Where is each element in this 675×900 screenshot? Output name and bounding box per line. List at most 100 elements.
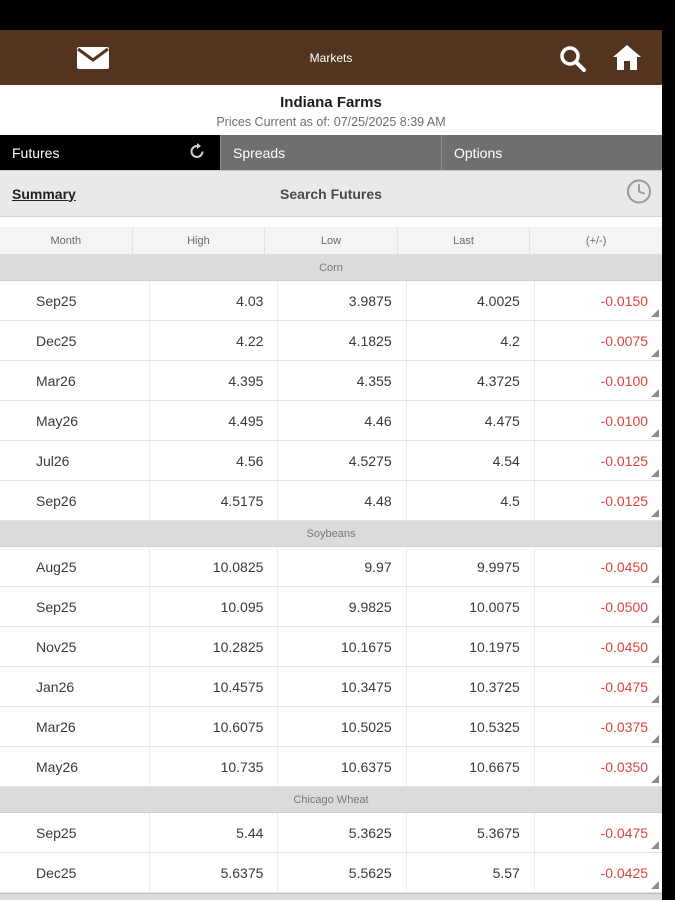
table-row[interactable]: Sep25 5.44 5.3625 5.3675 -0.0475 (0, 813, 662, 853)
tab-spreads[interactable]: Spreads (221, 135, 442, 170)
cell-change[interactable]: -0.0475 (535, 813, 662, 852)
app-header: Markets (0, 30, 662, 85)
cell-change[interactable]: -0.0425 (535, 853, 662, 892)
refresh-icon[interactable] (188, 142, 206, 163)
expand-corner-icon (651, 429, 660, 437)
cell-last: 10.5325 (407, 707, 535, 746)
cell-low: 4.48 (278, 481, 407, 520)
cell-last: 4.0025 (407, 281, 535, 320)
cell-high: 4.495 (150, 401, 279, 440)
expand-corner-icon (651, 389, 660, 397)
cell-month: Mar26 (0, 707, 151, 746)
cell-last: 4.5 (407, 481, 535, 520)
table-row[interactable]: Dec25 4.22 4.1825 4.2 -0.0075 (0, 321, 662, 361)
cell-change[interactable]: -0.0125 (535, 441, 662, 480)
cell-last: 4.54 (407, 441, 535, 480)
table-row[interactable]: Jul26 4.56 4.5275 4.54 -0.0125 (0, 441, 662, 481)
home-icon[interactable] (612, 44, 642, 71)
cell-low: 4.1825 (278, 321, 407, 360)
tab-spreads-label: Spreads (233, 144, 286, 161)
tab-futures[interactable]: Futures (0, 135, 221, 170)
cell-last: 4.2 (407, 321, 535, 360)
cell-low: 4.355 (278, 361, 407, 400)
cell-change[interactable]: -0.0150 (535, 281, 662, 320)
cell-last: 4.3725 (407, 361, 535, 400)
cell-change[interactable]: -0.0375 (535, 707, 662, 746)
table-row[interactable]: Dec25 5.6375 5.5625 5.57 -0.0425 (0, 853, 662, 893)
expand-corner-icon (651, 695, 660, 703)
page-title: Markets (309, 50, 353, 65)
table-row[interactable]: Sep25 10.095 9.9825 10.0075 -0.0500 (0, 587, 662, 627)
spacer (0, 217, 662, 227)
cell-month: Jan26 (0, 667, 151, 706)
expand-corner-icon (651, 309, 660, 317)
mail-icon[interactable] (76, 46, 110, 70)
cell-change[interactable]: -0.0350 (535, 747, 662, 786)
cell-change[interactable]: -0.0125 (535, 481, 662, 520)
cell-high: 10.6075 (150, 707, 279, 746)
clock-icon[interactable] (626, 178, 652, 209)
table-column-header: Month High Low Last (+/-) (0, 227, 662, 255)
cell-last: 10.6675 (407, 747, 535, 786)
cell-last: 4.475 (407, 401, 535, 440)
next-section-partial (0, 893, 662, 900)
cell-change[interactable]: -0.0450 (535, 547, 662, 586)
cell-month: Sep25 (0, 281, 151, 320)
cell-last: 10.1975 (407, 627, 535, 666)
cell-low: 5.5625 (278, 853, 407, 892)
col-high: High (133, 227, 266, 254)
cell-change[interactable]: -0.0475 (535, 667, 662, 706)
cell-high: 10.4575 (150, 667, 279, 706)
cell-low: 3.9875 (278, 281, 407, 320)
tab-futures-label: Futures (12, 144, 60, 161)
cell-low: 10.5025 (278, 707, 407, 746)
cell-last: 5.3675 (407, 813, 535, 852)
cell-month: Jul26 (0, 441, 151, 480)
expand-corner-icon (651, 469, 660, 477)
table-row[interactable]: Mar26 10.6075 10.5025 10.5325 -0.0375 (0, 707, 662, 747)
table-row[interactable]: May26 10.735 10.6375 10.6675 -0.0350 (0, 747, 662, 787)
table-row[interactable]: Sep25 4.03 3.9875 4.0025 -0.0150 (0, 281, 662, 321)
status-bar (0, 0, 675, 30)
cell-low: 9.97 (278, 547, 407, 586)
cell-high: 4.5175 (150, 481, 279, 520)
summary-link[interactable]: Summary (12, 185, 76, 202)
cell-change[interactable]: -0.0100 (535, 401, 662, 440)
cell-change[interactable]: -0.0500 (535, 587, 662, 626)
table-row[interactable]: Sep26 4.5175 4.48 4.5 -0.0125 (0, 481, 662, 521)
table-row[interactable]: Jan26 10.4575 10.3475 10.3725 -0.0475 (0, 667, 662, 707)
cell-high: 5.44 (150, 813, 279, 852)
cell-month: Sep25 (0, 587, 151, 626)
table-row[interactable]: Aug25 10.0825 9.97 9.9975 -0.0450 (0, 547, 662, 587)
cell-month: Dec25 (0, 853, 151, 892)
cell-high: 10.095 (150, 587, 279, 626)
cell-last: 5.57 (407, 853, 535, 892)
table-row[interactable]: Mar26 4.395 4.355 4.3725 -0.0100 (0, 361, 662, 401)
cell-low: 5.3625 (278, 813, 407, 852)
tab-bar: Futures Spreads Options (0, 135, 662, 171)
section-header-chicago-wheat: Chicago Wheat (0, 787, 662, 813)
search-futures-label: Search Futures (280, 185, 382, 202)
cell-month: May26 (0, 401, 151, 440)
cell-change[interactable]: -0.0075 (535, 321, 662, 360)
expand-corner-icon (651, 881, 660, 889)
cell-month: Nov25 (0, 627, 151, 666)
expand-corner-icon (651, 841, 660, 849)
cell-month: May26 (0, 747, 151, 786)
search-icon[interactable] (558, 44, 586, 72)
cell-change[interactable]: -0.0450 (535, 627, 662, 666)
cell-month: Aug25 (0, 547, 151, 586)
cell-last: 9.9975 (407, 547, 535, 586)
tab-options[interactable]: Options (442, 135, 662, 170)
cell-high: 10.735 (150, 747, 279, 786)
table-row[interactable]: May26 4.495 4.46 4.475 -0.0100 (0, 401, 662, 441)
section-header-corn: Corn (0, 255, 662, 281)
col-change: (+/-) (585, 234, 607, 247)
expand-corner-icon (651, 349, 660, 357)
cell-low: 4.46 (278, 401, 407, 440)
table-row[interactable]: Nov25 10.2825 10.1675 10.1975 -0.0450 (0, 627, 662, 667)
cell-change[interactable]: -0.0100 (535, 361, 662, 400)
expand-corner-icon (651, 575, 660, 583)
account-name: Indiana Farms (280, 94, 382, 111)
cell-month: Sep26 (0, 481, 151, 520)
